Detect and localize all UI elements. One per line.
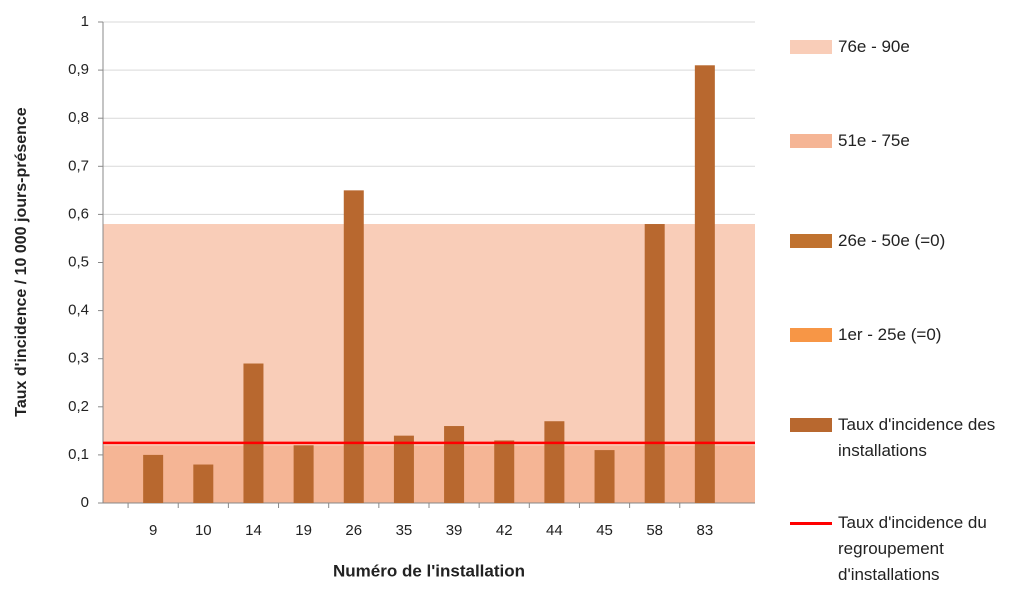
legend-item: 1er - 25e (=0) [790, 322, 1028, 348]
legend-item: 51e - 75e [790, 128, 1028, 154]
y-tick-label: 0,7 [68, 157, 89, 174]
x-tick-label: 39 [446, 522, 463, 539]
legend-swatch [790, 40, 832, 54]
legend-item: 26e - 50e (=0) [790, 228, 1028, 254]
x-tick-label: 10 [195, 522, 212, 539]
bar [594, 450, 615, 503]
bar [243, 363, 264, 503]
x-tick-label: 19 [295, 522, 312, 539]
x-tick-label: 14 [245, 522, 262, 539]
y-tick-label: 0,2 [68, 398, 89, 415]
x-tick-label: 83 [697, 522, 714, 539]
x-tick-label: 9 [149, 522, 157, 539]
legend-item: Taux d'incidence des installations [790, 412, 1023, 464]
bar [544, 421, 565, 503]
bar [393, 435, 414, 503]
x-tick-label: 44 [546, 522, 563, 539]
legend-label: Taux d'incidence des installations [838, 415, 996, 460]
y-axis-title: Taux d'incidence / 10 000 jours-présence [13, 107, 30, 417]
legend-swatch [790, 522, 832, 525]
bar [143, 454, 164, 503]
chart: Taux d'incidence / 10 000 jours-présence… [13, 13, 755, 580]
legend-label: 1er - 25e (=0) [838, 325, 942, 344]
y-tick-label: 0,8 [68, 109, 89, 126]
bar [644, 224, 665, 503]
bar [343, 190, 364, 503]
y-tick-label: 0,6 [68, 205, 89, 222]
x-tick-label: 58 [646, 522, 663, 539]
y-tick-label: 0,3 [68, 350, 89, 367]
legend-swatch [790, 418, 832, 432]
legend-label: 26e - 50e (=0) [838, 231, 946, 250]
bar [193, 464, 214, 503]
legend-label: 76e - 90e [838, 37, 910, 56]
legend-swatch [790, 234, 832, 248]
x-tick-label: 45 [596, 522, 613, 539]
legend-label: Taux d'incidence du regroupement d'insta… [838, 513, 987, 584]
x-tick-label: 42 [496, 522, 513, 539]
bar [694, 65, 715, 503]
legend-swatch [790, 134, 832, 148]
y-tick-label: 1 [81, 13, 89, 30]
y-tick-label: 0,5 [68, 253, 89, 270]
legend-label: 51e - 75e [838, 131, 910, 150]
x-tick-label: 26 [345, 522, 362, 539]
bar [293, 445, 314, 503]
bar [444, 426, 465, 503]
x-tick-label: 35 [396, 522, 413, 539]
y-tick-label: 0,1 [68, 446, 89, 463]
legend-swatch [790, 328, 832, 342]
y-tick-label: 0,9 [68, 61, 89, 78]
y-tick-label: 0,4 [68, 302, 89, 319]
y-tick-label: 0 [81, 494, 89, 511]
x-axis-title: Numéro de l'installation [333, 561, 525, 580]
legend-item: 76e - 90e [790, 34, 1028, 60]
bar [494, 440, 515, 503]
legend-item: Taux d'incidence du regroupement d'insta… [790, 510, 1023, 588]
legend: 76e - 90e 51e - 75e 26e - 50e (=0) 1er - 25… [790, 0, 1034, 599]
